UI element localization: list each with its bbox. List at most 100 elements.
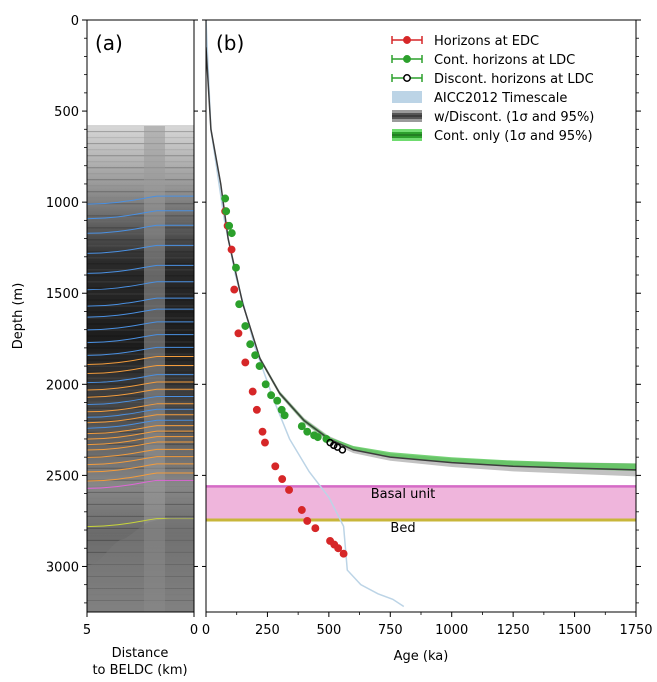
data-point <box>246 340 255 349</box>
radar-horizon <box>87 381 194 391</box>
radar-horizons <box>87 195 194 528</box>
radar-horizon <box>87 264 194 274</box>
radar-horizon <box>87 463 194 473</box>
data-point <box>230 285 239 294</box>
radar-horizon <box>87 374 194 384</box>
legend-label: AICC2012 Timescale <box>434 91 567 106</box>
data-point <box>251 351 260 360</box>
x-axis-b: 0 250 500 750 1000 1250 1500 1750 <box>202 612 653 638</box>
data-point <box>225 221 234 230</box>
wdiscont-median-line <box>206 47 636 471</box>
legend-label: w/Discont. (1σ and 95%) <box>434 110 594 125</box>
data-point <box>241 322 250 330</box>
data-point <box>334 544 343 553</box>
radar-horizon <box>87 414 194 424</box>
radar-horizon <box>87 195 194 205</box>
x-tick-label-a: 0 <box>190 623 198 638</box>
x-tick-label-a: 5 <box>83 623 91 638</box>
radar-horizon <box>87 308 194 318</box>
y-axis-label: Depth (m) <box>11 283 26 350</box>
x-tick-label: 500 <box>316 623 341 638</box>
y-tick-label: 0 <box>71 14 79 29</box>
x-tick-label: 1000 <box>435 623 468 638</box>
radar-horizon <box>87 396 194 406</box>
legend-marker <box>403 55 411 63</box>
radar-horizon <box>87 448 194 458</box>
radar-horizon <box>87 518 194 528</box>
x-tick-label: 1750 <box>619 623 652 638</box>
data-point <box>221 194 230 203</box>
data-point <box>255 362 264 371</box>
radar-horizon <box>87 472 194 482</box>
radar-horizon <box>87 456 194 466</box>
radar-horizon <box>87 224 194 234</box>
panel-a-label: (a) <box>95 31 123 55</box>
data-point <box>252 405 261 414</box>
basal-unit-annotation: Basal unit <box>371 487 436 502</box>
radar-horizon <box>87 321 194 331</box>
radar-horizon <box>87 334 194 344</box>
x-axis-a-label-line1: Distance <box>112 646 169 661</box>
y-tick-label: 1000 <box>46 196 79 211</box>
data-point <box>227 229 236 238</box>
data-point <box>241 358 250 367</box>
radar-horizon <box>87 346 194 356</box>
radar-horizon <box>87 355 194 365</box>
x-tick-label: 250 <box>255 623 280 638</box>
cont-horizon-points <box>221 194 331 443</box>
data-point <box>297 422 306 431</box>
y-tick-label: 2500 <box>46 469 79 484</box>
legend-label: Discont. horizons at LDC <box>434 72 594 87</box>
radar-horizon <box>87 210 194 220</box>
data-point <box>267 391 276 400</box>
data-point <box>278 475 287 483</box>
data-point <box>285 486 294 494</box>
data-point <box>235 300 244 309</box>
radar-horizon <box>87 281 194 291</box>
data-point <box>303 516 312 525</box>
data-point <box>311 524 320 533</box>
legend-marker <box>403 36 411 44</box>
legend-label: Horizons at EDC <box>434 34 539 49</box>
data-point <box>339 549 348 558</box>
data-point <box>330 441 338 450</box>
panel-b-frame <box>205 19 637 613</box>
radar-bedrock <box>87 517 194 612</box>
x-tick-label: 1500 <box>558 623 591 638</box>
data-point <box>297 506 306 514</box>
legend-label: Cont. only (1σ and 95%) <box>434 129 593 144</box>
radar-horizon <box>87 430 194 440</box>
panel-b-label: (b) <box>216 31 244 55</box>
x-tick-label: 1250 <box>497 623 530 638</box>
bed-annotation: Bed <box>390 521 415 536</box>
x-axis-a-label-line2: to BELDC (km) <box>92 663 187 678</box>
panel-a-frame <box>86 19 195 613</box>
data-point <box>280 411 289 420</box>
radar-horizon <box>87 441 194 451</box>
data-point <box>303 427 312 436</box>
edc-horizon-points <box>221 207 348 558</box>
x-tick-label: 750 <box>378 623 403 638</box>
data-point <box>258 427 267 436</box>
radar-horizon <box>87 479 194 489</box>
legend-label: Cont. horizons at LDC <box>434 53 575 68</box>
radar-horizon <box>87 365 194 375</box>
data-point <box>227 245 236 254</box>
data-point <box>322 435 331 443</box>
plot-area <box>206 20 636 608</box>
legend-swatch <box>392 91 422 103</box>
data-point <box>234 329 243 338</box>
data-point <box>261 380 270 389</box>
data-point <box>313 433 322 442</box>
basal-unit-region <box>206 486 636 521</box>
x-tick-label: 0 <box>202 623 210 638</box>
radar-horizon <box>87 244 194 254</box>
data-point <box>338 446 347 454</box>
radar-horizon <box>87 408 194 418</box>
radar-horizon <box>87 419 194 429</box>
y-tick-label: 1500 <box>46 287 79 302</box>
legend: Horizons at EDC Cont. horizons at LDC Disc… <box>391 34 594 144</box>
radar-horizon <box>87 403 194 413</box>
